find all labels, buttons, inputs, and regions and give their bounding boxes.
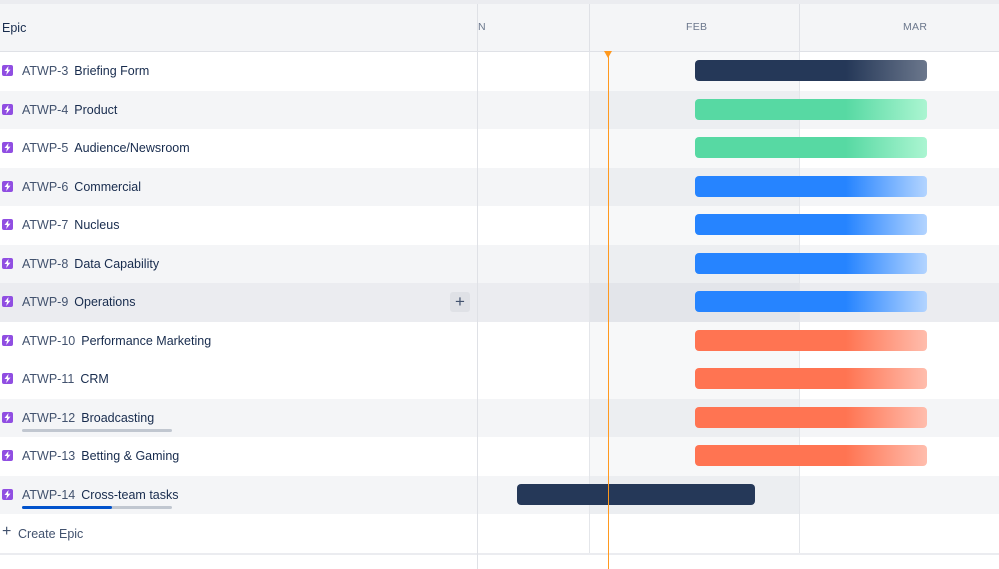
epic-link[interactable]: ATWP-4 Product — [22, 103, 117, 117]
epic-icon — [2, 180, 13, 192]
epic-summary: Data Capability — [74, 256, 160, 271]
epic-bar[interactable] — [695, 98, 927, 120]
epic-bar[interactable] — [695, 214, 927, 235]
bottom-border — [0, 553, 999, 555]
epic-summary: Broadcasting — [81, 410, 155, 425]
epic-icon — [2, 334, 13, 346]
month-label-feb: FEB — [686, 21, 708, 33]
epic-bar[interactable] — [695, 175, 927, 197]
create-epic-button[interactable]: + Create Epic — [0, 514, 477, 553]
epic-row[interactable]: ATWP-14 Cross-team tasks — [0, 475, 999, 514]
epic-key: ATWP-7 — [22, 218, 69, 232]
epic-key: ATWP-10 — [22, 333, 76, 348]
epic-bar[interactable] — [695, 60, 927, 81]
epic-row[interactable]: ATWP-5 Audience/Newsroom — [0, 129, 999, 168]
timeline-header: Epic N FEB MAR — [0, 4, 999, 52]
epic-row[interactable]: ATWP-13 Betting & Gaming — [0, 437, 999, 476]
epic-icon — [2, 296, 13, 307]
epic-icon — [2, 65, 13, 76]
epic-row[interactable]: ATWP-7 Nucleus — [0, 206, 999, 245]
month-label-jan: N — [478, 21, 486, 33]
epic-summary: Cross-team tasks — [81, 487, 179, 502]
epic-link[interactable]: ATWP-14 Cross-team tasks — [22, 488, 179, 502]
epic-icon — [2, 411, 13, 423]
epic-link[interactable]: ATWP-13 Betting & Gaming — [22, 449, 179, 463]
epic-progress-bar — [22, 428, 172, 432]
epic-icon — [2, 219, 13, 230]
epic-row[interactable]: ATWP-6 Commercial — [0, 167, 999, 206]
add-child-issue-button[interactable]: + — [450, 292, 470, 312]
epic-link[interactable]: ATWP-3 Briefing Form — [22, 64, 149, 78]
epic-list: ATWP-3 Briefing Form ATWP-4 Product ATWP-5… — [0, 52, 999, 514]
month-divider — [799, 4, 800, 51]
epic-link[interactable]: ATWP-7 Nucleus — [22, 218, 119, 232]
epic-row[interactable]: ATWP-9 Operations + — [0, 283, 999, 322]
epic-row[interactable]: ATWP-12 Broadcasting — [0, 398, 999, 437]
epic-row[interactable]: ATWP-10 Performance Marketing — [0, 322, 999, 361]
today-line — [608, 52, 609, 569]
epic-bar[interactable] — [695, 368, 927, 389]
column-resize-divider[interactable] — [477, 4, 478, 569]
epic-link[interactable]: ATWP-8 Data Capability — [22, 257, 159, 271]
epic-bar[interactable] — [695, 329, 927, 351]
epic-summary: Betting & Gaming — [81, 449, 180, 463]
top-border — [0, 0, 999, 4]
epic-summary: Briefing Form — [74, 64, 150, 78]
epic-link[interactable]: ATWP-12 Broadcasting — [22, 411, 154, 425]
epic-icon — [2, 373, 13, 384]
epic-summary: Nucleus — [74, 218, 120, 232]
epic-link[interactable]: ATWP-5 Audience/Newsroom — [22, 141, 190, 155]
epic-summary: Commercial — [74, 179, 141, 194]
epic-summary: Audience/Newsroom — [74, 141, 190, 155]
epic-icon — [2, 488, 13, 500]
epic-summary: Operations — [74, 295, 136, 309]
epic-bar[interactable] — [695, 406, 927, 428]
epic-icon — [2, 257, 13, 269]
epic-summary: Product — [74, 102, 118, 117]
epic-bar[interactable] — [695, 445, 927, 466]
epic-key: ATWP-11 — [22, 372, 75, 386]
epic-key: ATWP-13 — [22, 449, 76, 463]
epic-bar[interactable] — [695, 252, 927, 274]
month-gridline — [589, 52, 590, 554]
epic-key: ATWP-4 — [22, 102, 69, 117]
epic-key: ATWP-8 — [22, 256, 69, 271]
epic-progress-bar — [22, 505, 172, 509]
epic-icon — [2, 142, 13, 153]
epic-key: ATWP-9 — [22, 295, 69, 309]
epic-link[interactable]: ATWP-10 Performance Marketing — [22, 334, 211, 348]
epic-bar[interactable] — [695, 137, 927, 158]
epic-link[interactable]: ATWP-6 Commercial — [22, 180, 141, 194]
epic-row[interactable]: ATWP-11 CRM — [0, 360, 999, 399]
month-divider — [589, 4, 590, 51]
epic-summary: Performance Marketing — [81, 333, 212, 348]
epic-icon — [2, 450, 13, 461]
epic-key: ATWP-5 — [22, 141, 69, 155]
epic-key: ATWP-6 — [22, 179, 69, 194]
epic-row[interactable]: ATWP-3 Briefing Form — [0, 52, 999, 91]
epic-link[interactable]: ATWP-9 Operations — [22, 295, 135, 309]
month-label-mar: MAR — [903, 21, 928, 33]
epic-progress-fill — [22, 505, 112, 509]
epic-key: ATWP-12 — [22, 410, 76, 425]
plus-icon: + — [2, 523, 12, 540]
epic-row[interactable]: ATWP-8 Data Capability — [0, 244, 999, 283]
epic-link[interactable]: ATWP-11 CRM — [22, 372, 109, 386]
epic-row[interactable]: ATWP-4 Product — [0, 90, 999, 129]
today-marker-icon — [604, 51, 612, 58]
epic-key: ATWP-14 — [22, 487, 76, 502]
plus-icon: + — [455, 292, 465, 311]
create-epic-label: Create Epic — [18, 527, 84, 541]
epic-bar[interactable] — [517, 483, 755, 505]
epic-bar[interactable] — [695, 291, 927, 312]
epic-column-header: Epic — [2, 21, 27, 35]
epic-key: ATWP-3 — [22, 64, 69, 78]
epic-icon — [2, 103, 13, 115]
epic-summary: CRM — [80, 372, 109, 386]
